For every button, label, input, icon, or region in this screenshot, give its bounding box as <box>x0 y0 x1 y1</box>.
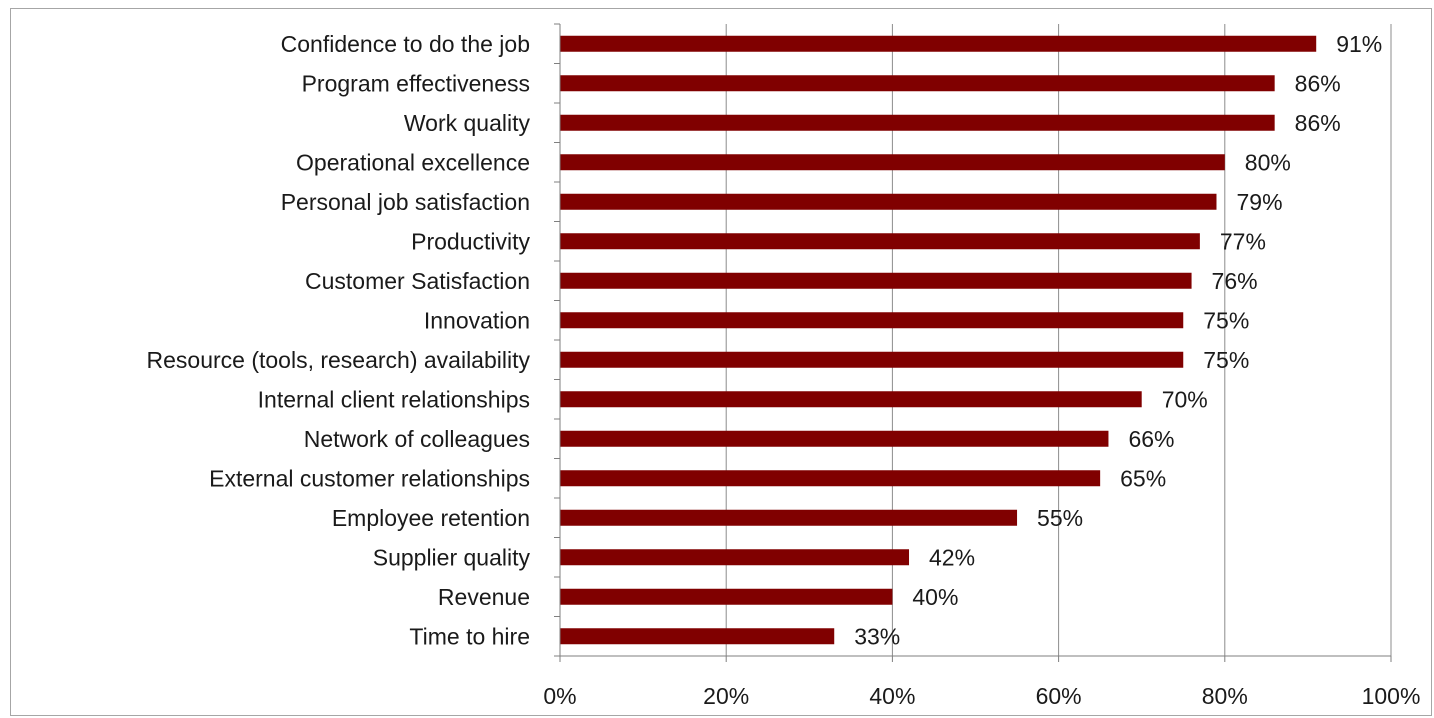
x-tick-label: 60% <box>1036 683 1082 709</box>
category-label: Operational excellence <box>296 149 530 175</box>
data-label: 66% <box>1128 426 1174 452</box>
category-label: Time to hire <box>409 623 530 649</box>
category-label: Program effectiveness <box>302 70 530 96</box>
x-tick-label: 40% <box>869 683 915 709</box>
bar <box>560 588 893 605</box>
bar <box>560 391 1142 408</box>
data-label: 75% <box>1203 347 1249 373</box>
axes <box>554 23 1392 662</box>
bar <box>560 35 1317 52</box>
data-label: 55% <box>1037 505 1083 531</box>
category-label: Supplier quality <box>373 544 531 570</box>
category-label: Resource (tools, research) availability <box>147 347 531 373</box>
bar <box>560 509 1018 526</box>
data-label: 75% <box>1203 307 1249 333</box>
category-label: Personal job satisfaction <box>281 189 530 215</box>
chart-frame <box>10 8 1432 716</box>
data-label: 86% <box>1295 70 1341 96</box>
data-label: 40% <box>912 584 958 610</box>
category-label: Revenue <box>438 584 530 610</box>
category-label: Work quality <box>404 110 531 136</box>
labels: 0% 20% 40% 60% 80% 100% Confidence to do the j… <box>147 31 1421 709</box>
data-label: 76% <box>1212 268 1258 294</box>
bar <box>560 628 835 645</box>
bars <box>560 35 1317 645</box>
bar <box>560 312 1184 329</box>
category-label: Productivity <box>411 228 530 254</box>
data-label: 33% <box>854 623 900 649</box>
bar <box>560 470 1101 487</box>
category-label: Confidence to do the job <box>281 31 530 57</box>
category-label: Employee retention <box>332 505 530 531</box>
bar <box>560 351 1184 368</box>
data-label: 86% <box>1295 110 1341 136</box>
bar <box>560 272 1192 289</box>
data-label: 42% <box>929 544 975 570</box>
bar <box>560 114 1275 131</box>
category-label: Network of colleagues <box>304 426 530 452</box>
bar <box>560 549 910 566</box>
bar <box>560 430 1109 447</box>
bar <box>560 233 1200 250</box>
bar <box>560 193 1217 210</box>
x-tick-label: 20% <box>703 683 749 709</box>
category-label: Innovation <box>424 307 530 333</box>
data-label: 70% <box>1162 386 1208 412</box>
data-label: 77% <box>1220 228 1266 254</box>
data-label: 91% <box>1336 31 1382 57</box>
bar <box>560 75 1275 92</box>
x-tick-label: 100% <box>1362 683 1421 709</box>
x-tick-label: 0% <box>543 683 576 709</box>
category-label: Customer Satisfaction <box>305 268 530 294</box>
category-label: Internal client relationships <box>258 386 530 412</box>
data-label: 80% <box>1245 149 1291 175</box>
data-label: 65% <box>1120 465 1166 491</box>
data-label: 79% <box>1236 189 1282 215</box>
category-label: External customer relationships <box>209 465 530 491</box>
bar <box>560 154 1225 171</box>
x-tick-label: 80% <box>1202 683 1248 709</box>
